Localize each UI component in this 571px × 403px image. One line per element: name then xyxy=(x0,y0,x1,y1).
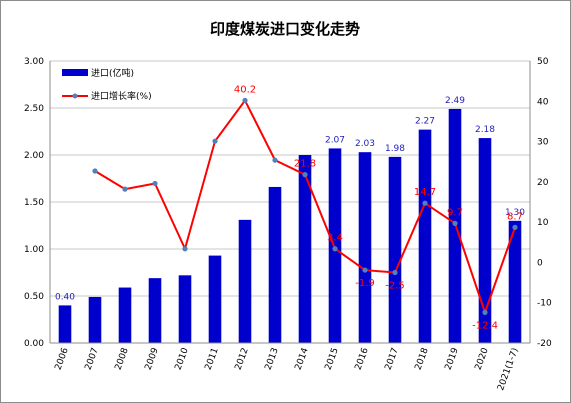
x-tick-label: 2020 xyxy=(474,346,491,371)
legend: 进口(亿吨) 进口增长率(%) xyxy=(62,67,152,102)
legend-line-marker xyxy=(72,93,78,99)
bar-data-label: 0.40 xyxy=(55,292,75,302)
bar xyxy=(208,255,222,343)
x-tick-label: 2013 xyxy=(264,347,281,372)
x-tick-label: 2010 xyxy=(174,346,191,371)
bar-data-label: 2.03 xyxy=(355,139,375,149)
line-point xyxy=(512,224,518,230)
bar-data-label: 2.27 xyxy=(415,117,435,127)
x-tick-label: 2011 xyxy=(204,347,221,372)
bar-data-label: 2.18 xyxy=(475,125,495,135)
line-point xyxy=(362,267,368,273)
y-right-tick-label: 50 xyxy=(537,57,549,67)
line-point xyxy=(152,180,158,187)
line-point xyxy=(182,246,188,252)
bar xyxy=(268,186,282,343)
line-data-label: 40.2 xyxy=(234,84,256,95)
bar xyxy=(58,305,72,343)
line-point xyxy=(272,157,278,163)
bar xyxy=(148,278,162,343)
bar xyxy=(298,155,312,343)
y-left-tick-label: 1.00 xyxy=(24,245,44,255)
line-data-label: 8.7 xyxy=(507,211,523,222)
axes: 0.00 0.50 1.00 1.50 2.00 2.50 3.00 -20 -10 0 10 20 3… xyxy=(24,57,552,392)
y-right-tick-label: 40 xyxy=(537,97,549,107)
bar xyxy=(328,148,342,343)
bar xyxy=(508,220,522,343)
x-tick-label: 2015 xyxy=(324,347,341,372)
chart-title: 印度煤炭进口变化走势 xyxy=(210,20,360,38)
line-point xyxy=(452,220,458,226)
bar xyxy=(178,275,192,343)
y-left-tick-label: 0.00 xyxy=(24,339,44,349)
y-right-tick-label: -10 xyxy=(537,299,552,309)
legend-line-label: 进口增长率(%) xyxy=(91,90,152,102)
legend-bar-swatch xyxy=(62,69,88,76)
line-point xyxy=(482,309,488,315)
line-point xyxy=(392,269,398,276)
bar-series xyxy=(58,108,522,343)
line-point xyxy=(242,97,248,104)
x-tick-label: 2019 xyxy=(444,346,461,371)
line-point xyxy=(122,186,128,192)
y-right-tick-label: 10 xyxy=(537,218,549,228)
bar xyxy=(388,156,402,343)
line-data-label: -1.9 xyxy=(355,278,375,289)
y-right-tick-label: 20 xyxy=(537,178,549,188)
y-right-tick-label: 0 xyxy=(537,258,543,268)
line-data-label: 21.8 xyxy=(294,159,316,170)
x-tick-label: 2012 xyxy=(234,347,251,372)
line-data-label: 3.4 xyxy=(327,233,343,244)
line-series xyxy=(92,97,518,316)
y-left-tick-label: 2.50 xyxy=(24,104,44,114)
bar xyxy=(118,287,132,343)
data-labels: 0.40 2.07 2.03 1.98 2.27 2.49 2.18 1.30 40.2 21.8… xyxy=(55,84,525,331)
bar-data-label: 1.30 xyxy=(505,208,525,218)
x-tick-label: 2018 xyxy=(414,346,431,371)
bar xyxy=(418,129,432,343)
y-right-tick-label: 30 xyxy=(537,138,549,148)
x-tick-label: 2021(1-7) xyxy=(496,347,521,392)
y-left-tick-label: 1.50 xyxy=(24,198,44,208)
line-point xyxy=(212,138,218,144)
line-data-label: 9.7 xyxy=(447,207,463,218)
bar xyxy=(358,152,372,343)
bar xyxy=(478,138,492,343)
line-data-label: -12.4 xyxy=(472,320,498,331)
line-data-label: -2.5 xyxy=(385,281,405,292)
line-point xyxy=(302,172,308,178)
line-point xyxy=(92,168,98,174)
y-right-tick-label: -20 xyxy=(537,339,552,349)
line-data-label: 14.7 xyxy=(414,187,436,198)
line-point xyxy=(332,246,338,252)
x-tick-label: 2008 xyxy=(114,346,131,371)
x-tick-label: 2014 xyxy=(294,346,311,371)
x-tick-label: 2016 xyxy=(354,346,371,371)
x-tick-label: 2007 xyxy=(84,347,101,372)
legend-bar-label: 进口(亿吨) xyxy=(91,67,134,79)
bar-data-label: 2.07 xyxy=(325,135,345,145)
bar xyxy=(88,296,102,343)
x-tick-label: 2017 xyxy=(384,347,401,372)
x-tick-label: 2006 xyxy=(54,346,71,371)
x-tick-label: 2009 xyxy=(144,346,161,371)
bar-data-label: 2.49 xyxy=(445,96,465,106)
y-left-tick-label: 2.00 xyxy=(24,151,44,161)
line-point xyxy=(422,200,428,206)
y-left-tick-label: 3.00 xyxy=(24,57,44,67)
bar-data-label: 1.98 xyxy=(385,144,405,154)
y-left-tick-label: 0.50 xyxy=(24,292,44,302)
bar xyxy=(238,219,252,343)
